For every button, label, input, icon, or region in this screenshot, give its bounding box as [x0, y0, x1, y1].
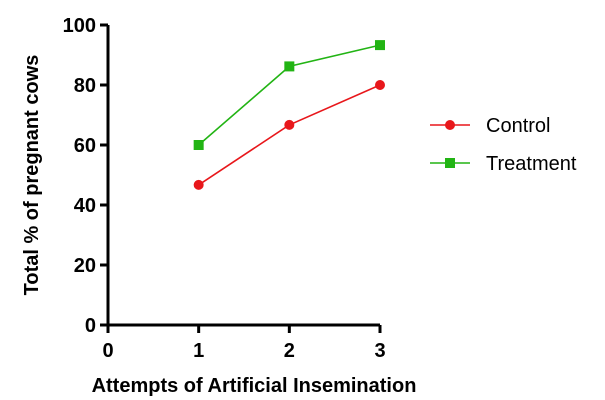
y-tick-label: 40 [74, 195, 96, 217]
legend-marker [445, 158, 455, 168]
data-point [193, 140, 204, 150]
data-point [284, 61, 295, 72]
legend-label: Treatment [486, 153, 577, 175]
x-tick-label: 1 [193, 340, 204, 362]
x-tick-label: 0 [102, 340, 113, 362]
x-tick-label: 3 [374, 340, 385, 362]
data-point [375, 80, 385, 90]
x-tick-label: 2 [284, 340, 295, 362]
axes: 0 20 40 60 80 100 0 1 2 3 [63, 15, 386, 362]
series-treatment [193, 40, 385, 150]
legend-marker [445, 120, 455, 130]
x-axis-title: Attempts of Artificial Insemination [92, 375, 417, 397]
legend-item-treatment: Treatment [430, 153, 577, 175]
data-point [193, 179, 204, 190]
series-layer [193, 40, 385, 190]
y-tick-label: 0 [85, 315, 96, 337]
y-tick-label: 20 [74, 255, 96, 277]
data-point [284, 119, 295, 130]
series-line [198, 84, 381, 186]
y-tick-label: 100 [63, 15, 96, 37]
y-axis-title: Total % of pregnant cows [21, 55, 43, 296]
legend: Control Treatment [430, 115, 577, 175]
y-tick-label: 80 [74, 75, 96, 97]
series-line [198, 44, 381, 146]
series-control [193, 80, 385, 190]
y-tick-label: 60 [74, 135, 96, 157]
legend-label: Control [486, 115, 550, 137]
data-point [375, 40, 385, 51]
legend-item-control: Control [430, 115, 550, 137]
